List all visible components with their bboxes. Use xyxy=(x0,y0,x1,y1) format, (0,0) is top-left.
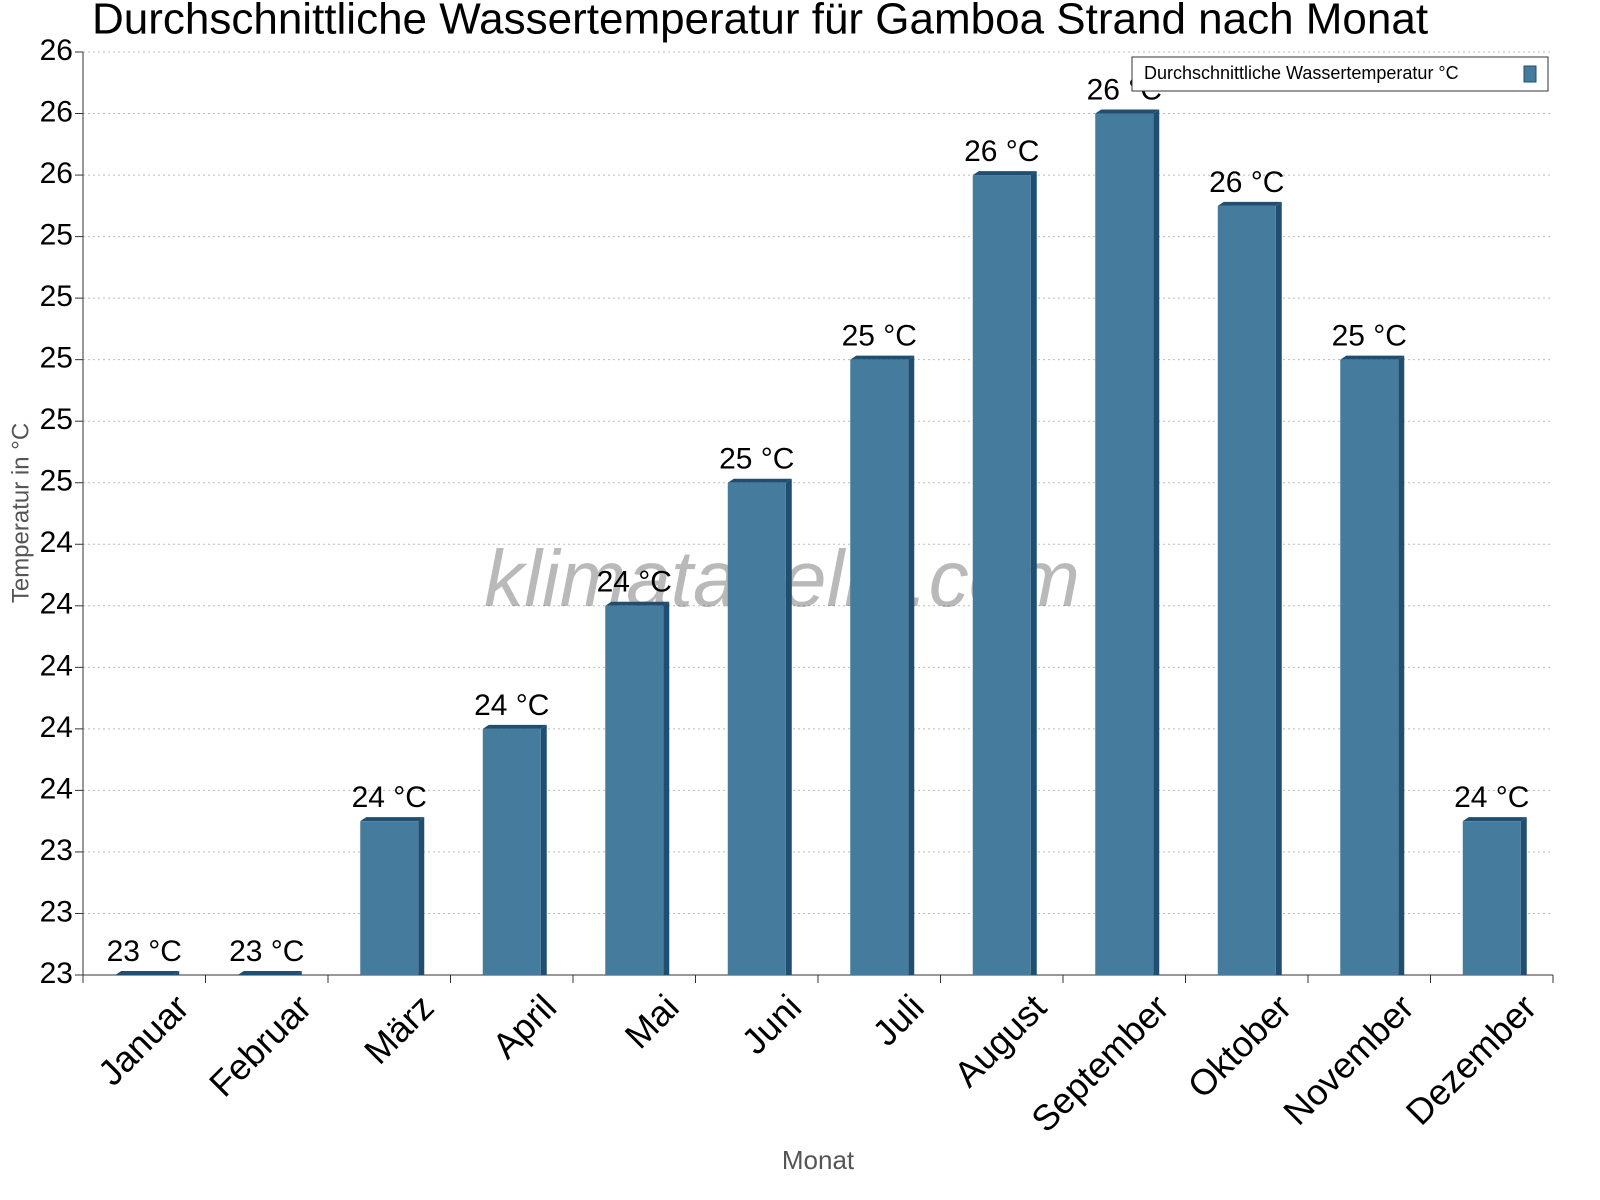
bar-top xyxy=(972,171,1037,176)
bar xyxy=(605,605,664,975)
bar xyxy=(1095,113,1154,976)
y-tick-label: 24 xyxy=(40,711,73,744)
y-tick-label: 25 xyxy=(40,342,73,375)
bar-side xyxy=(908,355,915,976)
data-label: 26 °C xyxy=(964,135,1039,168)
bar-side xyxy=(418,817,425,975)
x-tick-label: Juni xyxy=(733,986,809,1062)
bar-top xyxy=(727,478,792,483)
x-tick-label: März xyxy=(356,986,442,1072)
data-label: 25 °C xyxy=(1332,320,1407,353)
bar-side xyxy=(1275,201,1282,976)
y-tick-label: 25 xyxy=(40,219,73,252)
x-tick-label: November xyxy=(1275,986,1421,1132)
y-tick-label: 26 xyxy=(40,95,73,128)
y-axis-title: Temperatur in °C xyxy=(7,423,34,603)
bar xyxy=(727,482,786,975)
y-tick-label: 23 xyxy=(40,895,73,928)
bar-side xyxy=(1030,171,1037,976)
x-tick-label: Januar xyxy=(90,986,197,1093)
bar xyxy=(1462,821,1521,975)
data-label: 24 °C xyxy=(597,566,672,599)
data-label: 23 °C xyxy=(107,935,182,968)
data-label: 24 °C xyxy=(352,781,427,814)
bar xyxy=(360,821,419,975)
x-tick-label: Oktober xyxy=(1180,986,1300,1106)
bar-top xyxy=(482,724,547,729)
legend-label: Durchschnittliche Wassertemperatur °C xyxy=(1144,63,1459,83)
bar-side xyxy=(1398,355,1405,976)
y-tick-label: 24 xyxy=(40,588,73,621)
data-label: 24 °C xyxy=(1454,781,1529,814)
bar-top xyxy=(360,817,425,822)
chart-title: Durchschnittliche Wassertemperatur für G… xyxy=(92,0,1428,44)
bar-top xyxy=(1095,109,1160,114)
bar-top xyxy=(237,971,302,975)
bar xyxy=(482,728,541,975)
bar xyxy=(1217,205,1276,976)
data-label: 26 °C xyxy=(1209,166,1284,199)
legend-swatch xyxy=(1523,65,1537,83)
legend-box xyxy=(1131,56,1549,92)
y-tick-label: 24 xyxy=(40,526,73,559)
y-tick-label: 26 xyxy=(40,34,73,67)
bar-side xyxy=(785,478,792,975)
x-tick-label: Mai xyxy=(617,986,687,1056)
bar xyxy=(1340,359,1399,976)
y-tick-label: 24 xyxy=(40,772,73,805)
data-label: 24 °C xyxy=(474,689,549,722)
bar xyxy=(972,175,1031,976)
bar-top xyxy=(1340,355,1405,360)
data-label: 25 °C xyxy=(719,443,794,476)
bar xyxy=(850,359,909,976)
y-tick-label: 25 xyxy=(40,280,73,313)
bar-top xyxy=(115,971,180,975)
x-tick-label: August xyxy=(946,986,1054,1094)
x-tick-label: Dezember xyxy=(1398,986,1544,1132)
bar-side xyxy=(1153,109,1160,976)
y-tick-label: 26 xyxy=(40,157,73,190)
bar-side xyxy=(1520,817,1527,975)
x-tick-label: Juli xyxy=(864,986,931,1053)
data-label: 23 °C xyxy=(229,935,304,968)
bar-top xyxy=(1217,201,1282,206)
y-tick-label: 24 xyxy=(40,649,73,682)
data-label: 25 °C xyxy=(842,320,917,353)
y-tick-label: 23 xyxy=(40,957,73,990)
bar-side xyxy=(663,601,670,975)
bar-top xyxy=(1462,817,1527,822)
bar-top xyxy=(605,601,670,606)
x-tick-label: Februar xyxy=(201,986,319,1104)
x-axis-title: Monat xyxy=(782,1145,855,1175)
y-tick-label: 25 xyxy=(40,465,73,498)
bar-top xyxy=(850,355,915,360)
y-tick-label: 25 xyxy=(40,403,73,436)
y-tick-label: 23 xyxy=(40,834,73,867)
x-tick-label: April xyxy=(484,986,564,1066)
bar-side xyxy=(540,724,547,975)
